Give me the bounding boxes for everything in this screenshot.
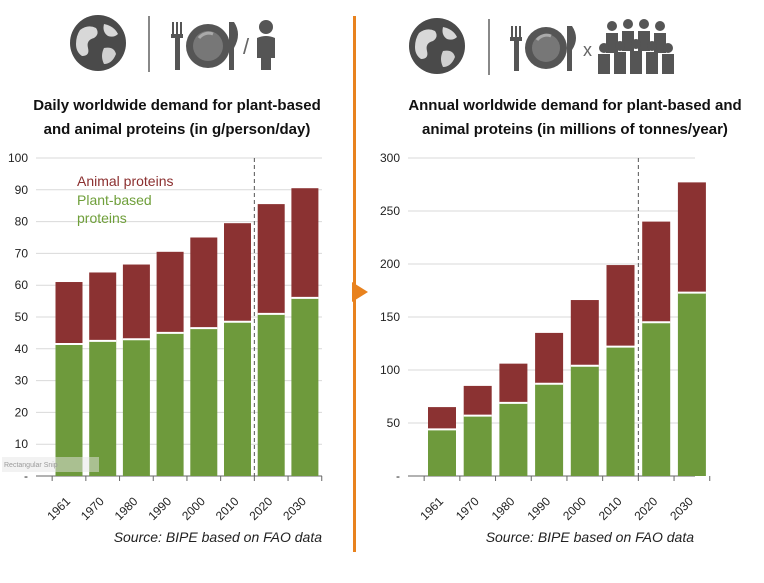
y-tick-label: 200 [380, 257, 400, 271]
bar-animal-1990 [156, 251, 184, 333]
x-tick-label: 1970 [453, 494, 482, 523]
y-tick-label: - [24, 469, 28, 483]
play-arrow-icon [352, 282, 368, 302]
bar-animal-1990 [535, 332, 564, 384]
bar-animal-2030 [677, 182, 706, 293]
y-tick-label: 80 [15, 215, 29, 229]
x-tick-label: 1961 [417, 494, 446, 523]
bar-animal-2020 [642, 221, 671, 323]
y-tick-label: 50 [387, 416, 401, 430]
x-tick-label: 1990 [145, 494, 174, 523]
right-icon-row: x [409, 18, 674, 75]
y-tick-label: 90 [15, 183, 29, 197]
bar-animal-1980 [122, 264, 150, 340]
icon-separator [148, 16, 150, 72]
plate-fork-knife-icon [510, 26, 576, 71]
y-tick-label: 10 [15, 437, 29, 451]
bar-animal-1961 [55, 282, 83, 345]
bar-plant-2020 [257, 313, 285, 476]
x-tick-label: 1961 [44, 494, 73, 523]
bar-plant-1990 [535, 383, 564, 476]
bar-plant-2030 [291, 297, 319, 476]
bar-animal-1970 [463, 385, 492, 416]
x-tick-label: 2020 [632, 494, 661, 523]
bar-plant-2020 [642, 322, 671, 476]
bar-plant-2030 [677, 292, 706, 476]
x-tick-label: 1980 [489, 494, 518, 523]
x-tick-label: 2000 [560, 494, 589, 523]
chart-title-line: Annual worldwide demand for plant-based … [408, 97, 741, 114]
bar-plant-2000 [190, 328, 218, 476]
y-tick-label: 50 [15, 310, 29, 324]
chart-title-line: and animal proteins (in g/person/day) [44, 121, 311, 138]
bar-plant-1961 [55, 344, 83, 476]
bar-animal-1961 [428, 407, 456, 430]
people-group-icon [598, 19, 674, 74]
bar-plant-1990 [156, 332, 184, 476]
bar-plant-1970 [463, 415, 492, 476]
x-tick-label: 2010 [213, 494, 242, 523]
y-tick-label: 100 [380, 363, 400, 377]
bar-animal-1970 [89, 272, 117, 341]
x-tick-label: 2030 [280, 494, 309, 523]
x-tick-label: 2020 [247, 494, 276, 523]
right-chart: Annual worldwide demand for plant-based … [380, 97, 742, 545]
per-separator: / [243, 34, 250, 59]
y-tick-label: 100 [8, 151, 28, 165]
bar-plant-2010 [606, 346, 635, 476]
y-tick-label: 40 [15, 342, 29, 356]
bar-animal-2030 [291, 188, 319, 298]
bar-animal-2020 [257, 204, 285, 314]
legend-animal-proteins: Animal proteins [77, 173, 174, 189]
x-tick-label: 2010 [596, 494, 625, 523]
person-icon [257, 20, 275, 70]
bar-animal-2010 [224, 223, 251, 322]
icon-separator [488, 19, 490, 75]
legend-plant-proteins-line2: proteins [77, 210, 127, 226]
bar-animal-1980 [499, 363, 528, 403]
bar-plant-1970 [89, 340, 117, 476]
snip-overlay [2, 457, 99, 472]
bar-plant-1980 [499, 402, 528, 476]
bar-plant-2000 [570, 365, 599, 476]
bar-animal-2000 [190, 237, 218, 329]
bar-plant-1980 [122, 339, 150, 476]
bar-plant-1961 [428, 429, 456, 476]
plate-fork-knife-icon [171, 22, 238, 70]
y-tick-label: 250 [380, 204, 400, 218]
y-tick-label: - [396, 469, 400, 483]
bar-animal-2010 [606, 265, 635, 347]
globe-icon [70, 15, 126, 71]
y-tick-label: 20 [15, 405, 29, 419]
bar-plant-2010 [224, 321, 251, 476]
y-tick-label: 150 [380, 310, 400, 324]
y-tick-label: 300 [380, 151, 400, 165]
x-tick-label: 2030 [667, 494, 696, 523]
x-tick-label: 1970 [78, 494, 107, 523]
source-note: Source: BIPE based on FAO data [114, 529, 323, 545]
left-icon-row: / [70, 15, 275, 72]
snip-overlay-label: Rectangular Snip [4, 462, 58, 469]
chart-title-line: animal proteins (in millions of tonnes/y… [422, 121, 728, 138]
x-tick-label: 2000 [179, 494, 208, 523]
y-tick-label: 30 [15, 374, 29, 388]
y-tick-label: 60 [15, 278, 29, 292]
bar-animal-2000 [570, 300, 599, 366]
globe-icon [409, 18, 465, 74]
legend-plant-proteins-line1: Plant-based [77, 192, 152, 208]
x-tick-label: 1990 [524, 494, 553, 523]
times-separator: x [583, 40, 592, 60]
x-tick-label: 1980 [112, 494, 141, 523]
y-tick-label: 70 [15, 246, 29, 260]
chart-title-line: Daily worldwide demand for plant-based [33, 97, 321, 114]
left-chart: Daily worldwide demand for plant-based an… [2, 97, 323, 545]
source-note: Source: BIPE based on FAO data [486, 529, 695, 545]
